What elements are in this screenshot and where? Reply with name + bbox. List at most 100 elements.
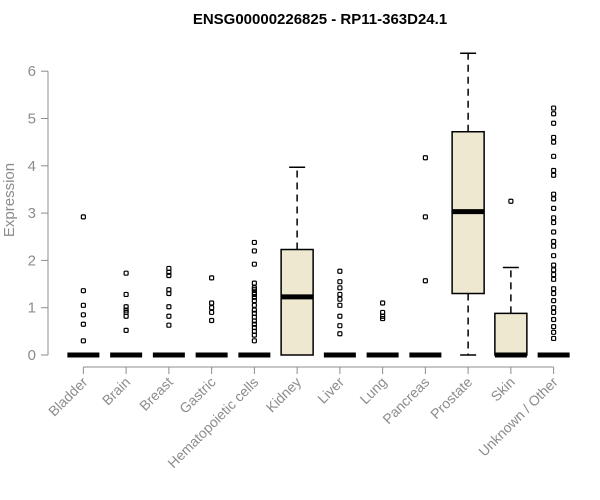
box-lung bbox=[366, 300, 399, 358]
outlier-point bbox=[209, 275, 215, 281]
outlier-point bbox=[251, 291, 257, 298]
outlier-point bbox=[551, 215, 557, 221]
x-tick-label: Breast bbox=[136, 374, 176, 414]
box-pancreas bbox=[409, 155, 442, 358]
box-unknown-other bbox=[537, 105, 570, 358]
outlier-point bbox=[80, 302, 86, 308]
outlier-point bbox=[551, 238, 557, 245]
outlier-point bbox=[337, 296, 343, 302]
outlier-point bbox=[251, 338, 257, 344]
outlier-point bbox=[551, 134, 557, 141]
outlier-point bbox=[508, 198, 514, 204]
x-tick-label: Skin bbox=[487, 374, 518, 405]
x-tick-label: Gastric bbox=[176, 374, 219, 417]
outlier-point bbox=[551, 205, 557, 211]
outlier-point bbox=[251, 321, 257, 327]
outlier-point bbox=[551, 290, 557, 297]
x-tick-label: Lung bbox=[356, 374, 389, 407]
outlier-point bbox=[551, 305, 557, 311]
outlier-point bbox=[166, 272, 172, 279]
outlier-point bbox=[337, 331, 343, 337]
outlier-point bbox=[551, 267, 557, 273]
outlier-point bbox=[251, 248, 257, 254]
box-bladder bbox=[67, 214, 100, 358]
outlier-point bbox=[337, 323, 343, 329]
outlier-point bbox=[166, 269, 172, 275]
y-tick-label: 6 bbox=[28, 63, 36, 80]
y-tick-label: 4 bbox=[28, 158, 36, 175]
outlier-point bbox=[80, 338, 86, 344]
outlier-point bbox=[166, 290, 172, 297]
outlier-point bbox=[166, 322, 172, 328]
outlier-point bbox=[380, 300, 386, 306]
box-kidney bbox=[280, 166, 314, 356]
outlier-point bbox=[123, 291, 129, 298]
x-tick-label: Bladder bbox=[45, 374, 91, 420]
outlier-point bbox=[209, 300, 215, 306]
box-prostate bbox=[451, 52, 485, 356]
outlier-point bbox=[551, 120, 557, 126]
x-tick-label: Prostate bbox=[427, 374, 475, 422]
x-tick-label: Kidney bbox=[263, 374, 305, 416]
outlier-point bbox=[551, 191, 557, 197]
outlier-point bbox=[422, 278, 428, 284]
outlier-point bbox=[551, 298, 557, 304]
x-tick-label: Unknown / Other bbox=[475, 374, 561, 460]
outlier-point bbox=[551, 172, 557, 178]
outlier-point bbox=[551, 286, 557, 292]
y-tick-label: 3 bbox=[28, 205, 36, 222]
box-breast bbox=[152, 265, 185, 358]
y-axis: 0 1 2 3 4 5 6 bbox=[28, 63, 49, 364]
outlier-point bbox=[80, 321, 86, 327]
y-tick-label: 0 bbox=[28, 347, 36, 364]
outlier-point bbox=[251, 287, 257, 293]
outlier-point bbox=[551, 329, 557, 335]
outlier-point bbox=[337, 313, 343, 319]
outlier-point bbox=[551, 335, 557, 342]
box-body bbox=[494, 312, 528, 356]
outlier-point bbox=[551, 111, 557, 117]
outlier-point bbox=[551, 243, 557, 249]
outlier-point bbox=[551, 316, 557, 323]
outlier-point bbox=[337, 279, 343, 285]
outlier-point bbox=[166, 313, 172, 319]
outlier-point bbox=[251, 302, 257, 308]
box-gastric bbox=[195, 275, 228, 358]
outlier-point bbox=[551, 219, 557, 226]
outlier-point bbox=[251, 298, 257, 304]
outlier-point bbox=[123, 270, 129, 276]
outlier-point bbox=[251, 307, 257, 313]
x-tick-label: Pancreas bbox=[379, 374, 432, 427]
outlier-point bbox=[380, 313, 386, 319]
outlier-point bbox=[551, 153, 557, 159]
outlier-point bbox=[251, 294, 257, 300]
y-tick-label: 2 bbox=[28, 252, 36, 269]
outlier-point bbox=[251, 280, 257, 286]
box-body bbox=[280, 248, 314, 356]
outlier-point bbox=[123, 327, 129, 334]
outlier-point bbox=[80, 312, 86, 318]
x-tick-label: Liver bbox=[314, 374, 347, 407]
outlier-point bbox=[80, 214, 86, 220]
outlier-point bbox=[551, 309, 557, 316]
box-hematopoietic-cells bbox=[238, 239, 271, 358]
y-axis-label: Expression bbox=[1, 163, 18, 237]
outlier-point bbox=[123, 304, 129, 310]
outlier-point bbox=[337, 302, 343, 308]
outlier-point bbox=[337, 268, 343, 274]
outlier-point bbox=[166, 304, 172, 310]
outlier-point bbox=[551, 196, 557, 202]
outlier-point bbox=[251, 332, 257, 338]
outlier-point bbox=[551, 262, 557, 268]
outlier-point bbox=[551, 229, 557, 235]
y-tick-label: 1 bbox=[28, 300, 36, 317]
outlier-point bbox=[123, 313, 129, 319]
outlier-point bbox=[422, 214, 428, 220]
outlier-point bbox=[551, 253, 557, 259]
outlier-point bbox=[251, 239, 257, 246]
outlier-point bbox=[251, 318, 257, 324]
box-liver bbox=[323, 268, 356, 358]
outlier-point bbox=[337, 285, 343, 291]
outlier-point bbox=[123, 307, 129, 313]
